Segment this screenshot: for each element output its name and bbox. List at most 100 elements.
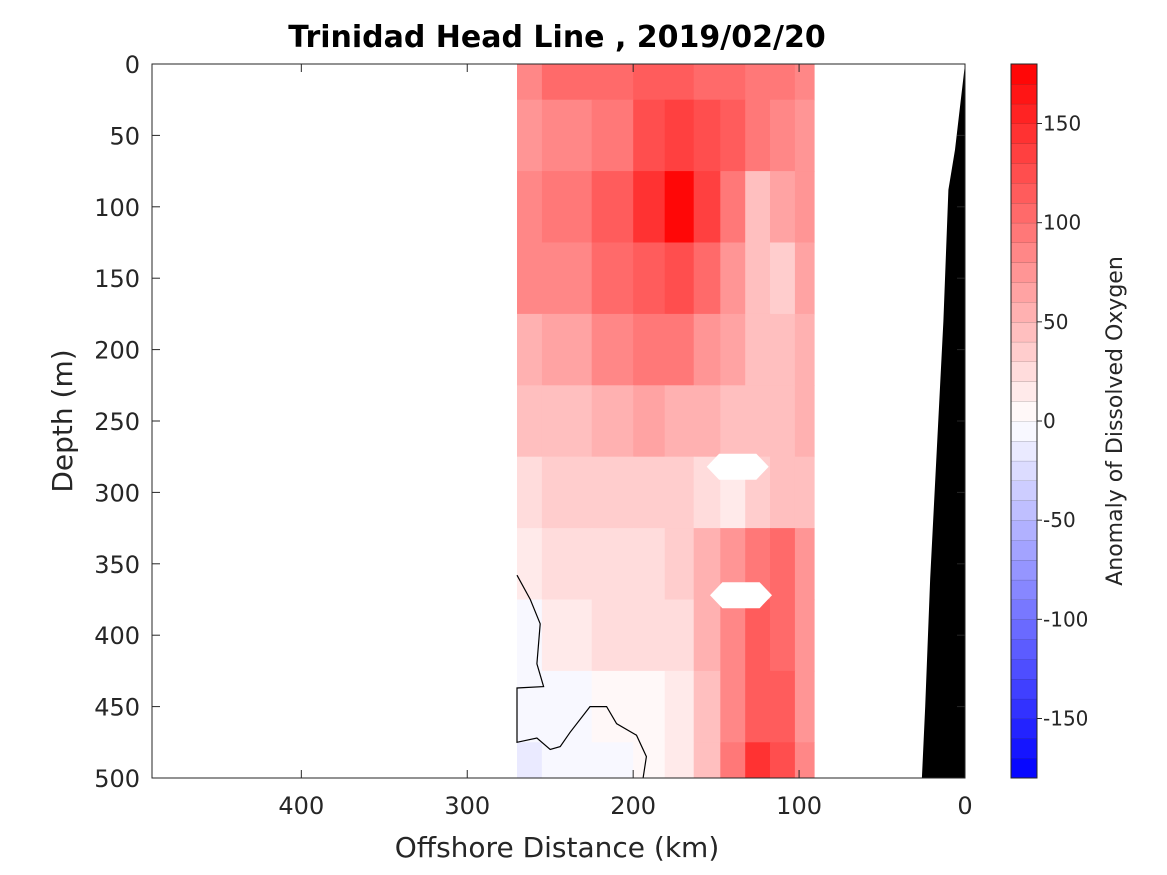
anomaly-cell bbox=[541, 313, 593, 386]
anomaly-cell bbox=[770, 242, 796, 315]
anomaly-cell bbox=[541, 64, 593, 101]
colorbar-swatch bbox=[1011, 619, 1037, 640]
y-tick-label: 250 bbox=[94, 408, 140, 436]
anomaly-cell bbox=[664, 64, 695, 101]
anomaly-cell bbox=[770, 456, 796, 529]
anomaly-cell bbox=[664, 171, 695, 244]
colorbar-swatch bbox=[1011, 421, 1037, 442]
colorbar-swatch bbox=[1011, 302, 1037, 323]
colorbar-swatch bbox=[1011, 599, 1037, 620]
anomaly-cell bbox=[633, 670, 666, 743]
colorbar-swatch bbox=[1011, 540, 1037, 561]
anomaly-cell bbox=[664, 313, 695, 386]
colorbar-swatch bbox=[1011, 639, 1037, 660]
anomaly-cell bbox=[541, 171, 593, 244]
anomaly-cell bbox=[541, 242, 593, 315]
anomaly-cell bbox=[794, 599, 815, 672]
anomaly-cell bbox=[794, 242, 815, 315]
colorbar-swatch bbox=[1011, 678, 1037, 699]
anomaly-cell bbox=[720, 171, 746, 244]
anomaly-cell bbox=[633, 171, 666, 244]
anomaly-cell bbox=[794, 385, 815, 458]
anomaly-cell bbox=[591, 313, 634, 386]
anomaly-cell bbox=[591, 456, 634, 529]
anomaly-cell bbox=[517, 456, 543, 529]
anomaly-cell bbox=[693, 385, 721, 458]
y-tick-label: 350 bbox=[94, 551, 140, 579]
colorbar-swatch bbox=[1011, 500, 1037, 521]
anomaly-cell bbox=[720, 242, 746, 315]
anomaly-cell bbox=[745, 313, 771, 386]
anomaly-cell bbox=[633, 313, 666, 386]
colorbar-tick-label: -50 bbox=[1043, 508, 1076, 532]
colorbar-label: Anomaly of Dissolved Oxygen bbox=[1103, 256, 1128, 586]
anomaly-cell bbox=[693, 313, 721, 386]
anomaly-cell bbox=[745, 64, 771, 101]
anomaly-cell bbox=[664, 528, 695, 601]
anomaly-cell bbox=[517, 99, 543, 172]
anomaly-cell bbox=[541, 528, 593, 601]
x-tick-label: 400 bbox=[278, 792, 324, 820]
anomaly-cell bbox=[591, 742, 634, 778]
anomaly-cell bbox=[633, 385, 666, 458]
anomaly-cell bbox=[693, 599, 721, 672]
colorbar-swatch bbox=[1011, 183, 1037, 204]
anomaly-cell bbox=[770, 670, 796, 743]
anomaly-cell bbox=[633, 599, 666, 672]
colorbar-swatch bbox=[1011, 83, 1037, 104]
colorbar-swatch bbox=[1011, 143, 1037, 164]
colorbar-swatch bbox=[1011, 401, 1037, 422]
anomaly-cell bbox=[794, 171, 815, 244]
anomaly-cell bbox=[541, 670, 593, 743]
colorbar-swatch bbox=[1011, 341, 1037, 362]
anomaly-cell bbox=[591, 99, 634, 172]
anomaly-cell bbox=[770, 171, 796, 244]
anomaly-cell bbox=[794, 99, 815, 172]
anomaly-cell bbox=[770, 99, 796, 172]
colorbar-swatch bbox=[1011, 64, 1037, 85]
colorbar-swatch bbox=[1011, 559, 1037, 580]
anomaly-cell bbox=[517, 528, 543, 601]
colorbar-swatch bbox=[1011, 698, 1037, 719]
y-tick-label: 100 bbox=[94, 194, 140, 222]
missing-data-patches bbox=[706, 453, 772, 609]
y-tick-label: 50 bbox=[109, 122, 140, 150]
colorbar-swatch bbox=[1011, 163, 1037, 184]
y-tick-label: 500 bbox=[94, 765, 140, 793]
missing-data-patch bbox=[706, 453, 769, 480]
colorbar-tick-label: 150 bbox=[1043, 112, 1081, 136]
anomaly-cell bbox=[633, 99, 666, 172]
x-tick-label: 200 bbox=[610, 792, 656, 820]
colorbar-swatch bbox=[1011, 242, 1037, 263]
colorbar-swatch bbox=[1011, 282, 1037, 303]
anomaly-cell bbox=[664, 456, 695, 529]
y-tick-label: 200 bbox=[94, 337, 140, 365]
anomaly-cell bbox=[541, 385, 593, 458]
anomaly-cell bbox=[541, 99, 593, 172]
colorbar-swatch bbox=[1011, 321, 1037, 342]
colorbar-swatch bbox=[1011, 460, 1037, 481]
anomaly-cell bbox=[720, 313, 746, 386]
y-tick-label: 300 bbox=[94, 479, 140, 507]
anomaly-cell bbox=[693, 242, 721, 315]
anomaly-cell bbox=[770, 528, 796, 601]
x-tick-label: 0 bbox=[957, 792, 972, 820]
anomaly-cell bbox=[541, 742, 593, 778]
anomaly-cell bbox=[633, 64, 666, 101]
anomaly-cell bbox=[745, 242, 771, 315]
anomaly-cell bbox=[664, 99, 695, 172]
anomaly-cell bbox=[770, 313, 796, 386]
anomaly-cell bbox=[591, 64, 634, 101]
y-axis: 0 50 100 150 200 250 300 350 400 450 500 bbox=[94, 51, 965, 793]
anomaly-cell bbox=[720, 385, 746, 458]
y-axis-label: Depth (m) bbox=[46, 349, 79, 492]
colorbar-tick-label: 0 bbox=[1043, 409, 1056, 433]
anomaly-cell bbox=[794, 313, 815, 386]
y-tick-label: 0 bbox=[125, 51, 140, 79]
anomaly-cell bbox=[745, 385, 771, 458]
anomaly-cell bbox=[633, 742, 666, 778]
anomaly-field bbox=[517, 64, 815, 778]
x-axis-label: Offshore Distance (km) bbox=[395, 831, 720, 864]
y-tick-label: 450 bbox=[94, 694, 140, 722]
